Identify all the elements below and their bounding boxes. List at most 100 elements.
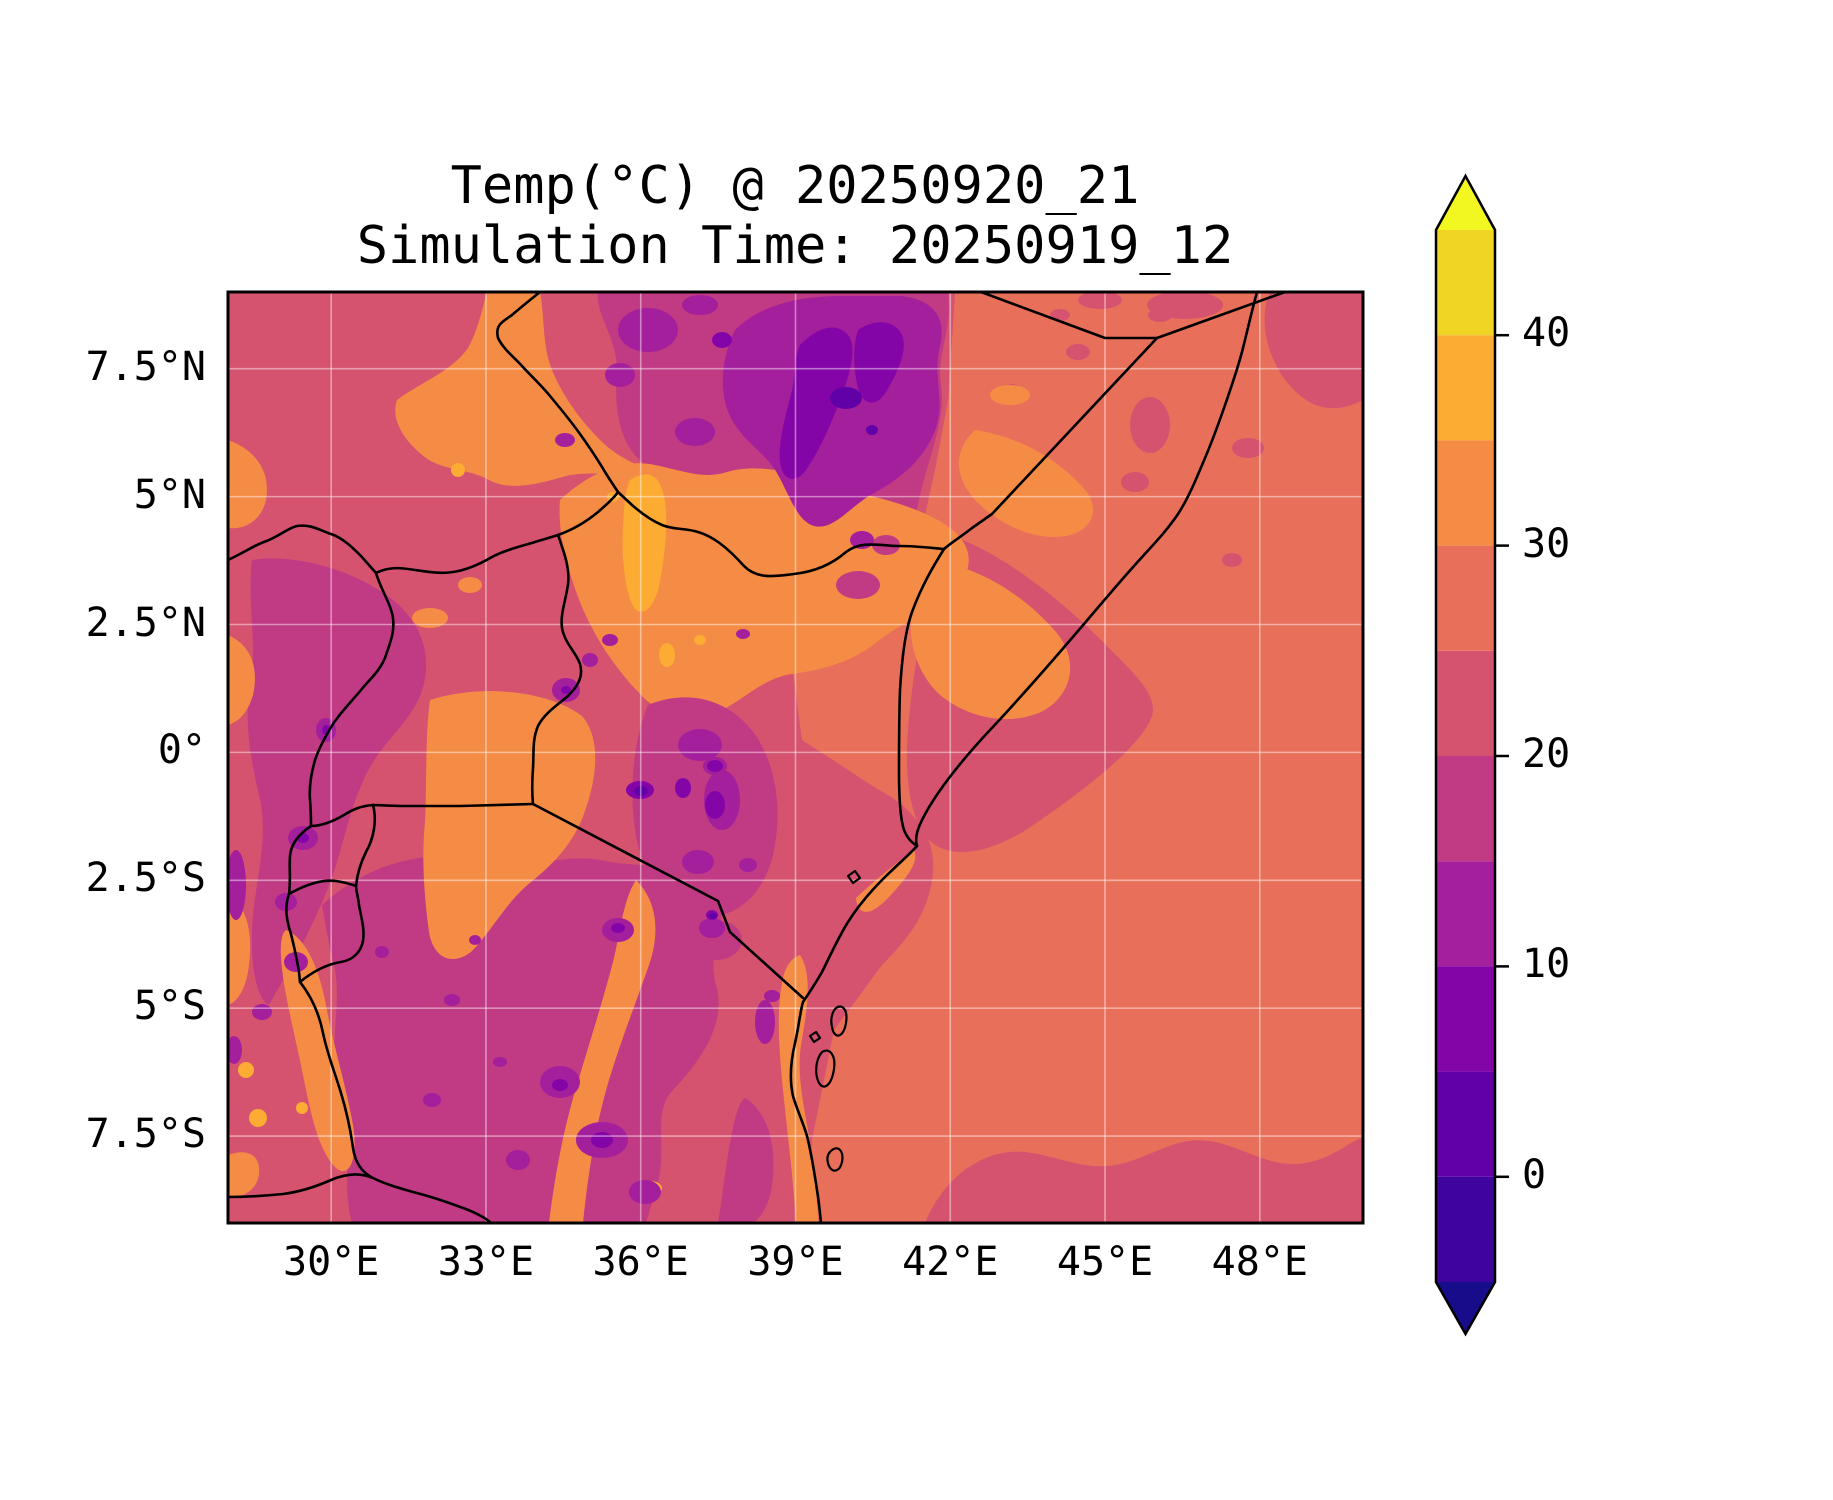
temp-region-c — [779, 327, 853, 479]
colorbar-tick-label: 0 — [1522, 1151, 1547, 1198]
temp-region-i — [296, 1102, 308, 1114]
country-border — [308, 571, 395, 828]
temp-region-h — [228, 895, 251, 1005]
temp-region-c — [854, 322, 904, 403]
country-border — [496, 292, 620, 494]
country-border — [979, 292, 1159, 340]
country-border — [228, 490, 620, 575]
country-border — [228, 980, 493, 1223]
colorbar-segment-40–45 — [1436, 230, 1495, 336]
y-tick-label: 2.5°N — [85, 599, 206, 646]
temp-region-i — [659, 643, 675, 667]
country-border — [285, 884, 365, 984]
y-tick-label: 5°S — [133, 983, 206, 1030]
colorbar-tick-label: 10 — [1522, 941, 1571, 988]
country-border — [789, 292, 1259, 1223]
temp-region-d — [678, 729, 722, 761]
temp-region-h — [228, 440, 267, 529]
colorbar-segment-35–40 — [1436, 335, 1495, 441]
temp-region-c — [675, 778, 691, 798]
country-border — [531, 802, 805, 1000]
colorbar-segment-25–30 — [1436, 545, 1495, 651]
temp-region-d — [618, 308, 678, 352]
temp-region-d — [582, 653, 598, 667]
y-tick-label: 0° — [157, 727, 206, 774]
island-coastline — [815, 1049, 836, 1088]
temp-region-b — [634, 786, 648, 796]
temp-region-h — [778, 955, 818, 1223]
colorbar-segment-10–15 — [1436, 861, 1495, 967]
temp-region-e — [836, 571, 880, 599]
temp-region-d — [675, 418, 715, 446]
temp-region-d — [739, 858, 757, 872]
x-tick-label: 33°E — [437, 1239, 535, 1285]
temp-region-c — [712, 332, 732, 348]
temp-region-d — [555, 433, 575, 447]
country-border — [897, 547, 946, 848]
y-tick-label: 7.5°N — [85, 343, 206, 390]
temp-region-d — [252, 1004, 272, 1020]
temp-region-i — [451, 463, 465, 477]
temp-region-c — [705, 791, 725, 819]
temp-region-d — [493, 1057, 507, 1067]
colorbar-segment-15–20 — [1436, 756, 1495, 862]
colorbar-segment-0–5 — [1436, 1071, 1495, 1177]
temp-region-c — [611, 923, 625, 933]
temp-region-f — [1130, 397, 1170, 453]
colorbar-segment-20–25 — [1436, 650, 1495, 756]
map-fill-layer — [228, 292, 1363, 1223]
colorbar-outline — [1434, 173, 1497, 1337]
temp-region-f — [1148, 308, 1172, 322]
temp-region-b — [709, 913, 717, 919]
colorbar-tick-label: 20 — [1522, 731, 1571, 777]
temp-region-h — [228, 635, 255, 725]
map-gridlines — [228, 292, 1363, 1223]
island-coastline — [846, 869, 862, 885]
temp-region-f — [1078, 292, 1122, 309]
colorbar — [1434, 173, 1509, 1337]
temp-region-h — [856, 850, 916, 912]
temp-region-f — [925, 1138, 1363, 1223]
colorbar-tick-label: 40 — [1522, 310, 1571, 357]
x-tick-label: 30°E — [283, 1239, 380, 1285]
island-coastline — [830, 1005, 848, 1037]
temp-region-d — [755, 1000, 775, 1044]
plot-subtitle: Simulation Time: 20250919_12 — [356, 216, 1234, 276]
temp-region-h — [228, 1152, 260, 1198]
x-tick-label: 36°E — [592, 1239, 689, 1285]
temp-region-h — [910, 560, 1071, 720]
x-tick-label: 42°E — [902, 1239, 999, 1285]
country-border — [942, 336, 1159, 551]
temp-region-c — [591, 1132, 613, 1148]
temp-region-h — [412, 608, 448, 628]
colorbar-over-arrow — [1436, 176, 1495, 230]
temp-region-d — [605, 363, 635, 387]
y-tick-label: 2.5°S — [85, 855, 206, 902]
colorbar-tick-label: 30 — [1522, 520, 1571, 567]
y-tick-label: 5°N — [133, 471, 206, 518]
country-border — [287, 803, 377, 896]
temp-region-d — [629, 1180, 661, 1204]
island-coastline — [808, 1030, 822, 1044]
temp-region-f — [1222, 553, 1242, 567]
temp-region-h — [990, 385, 1030, 405]
temp-region-c — [707, 760, 723, 772]
x-tick-label: 39°E — [747, 1239, 844, 1285]
temp-region-b — [830, 387, 862, 409]
island-coastline — [826, 1147, 844, 1172]
temp-region-h — [958, 430, 1094, 537]
temp-region-e — [718, 1098, 774, 1223]
temp-region-d — [682, 850, 714, 874]
temp-region-c — [552, 1079, 568, 1091]
map-frame — [226, 290, 1365, 1225]
temp-region-i — [238, 1062, 254, 1078]
country-border — [530, 533, 583, 806]
colorbar-segment--5–0 — [1436, 1176, 1495, 1282]
temp-region-f — [1121, 472, 1149, 492]
x-tick-label: 48°E — [1211, 1239, 1308, 1285]
temp-region-h — [423, 691, 596, 960]
temp-region-d — [228, 850, 246, 920]
temp-region-f — [1066, 344, 1090, 360]
temp-region-d — [736, 629, 750, 639]
